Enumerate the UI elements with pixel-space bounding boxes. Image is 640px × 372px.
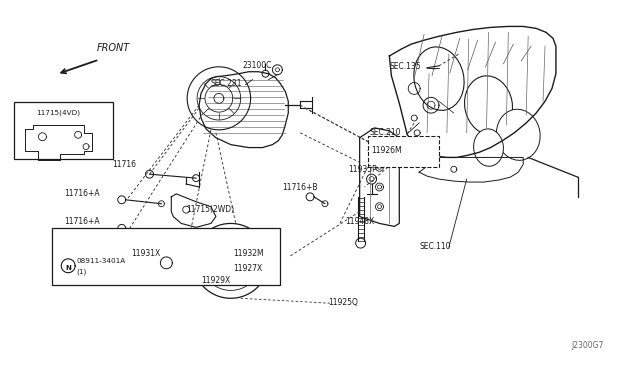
Text: 11935P: 11935P — [348, 165, 376, 174]
Text: 11715(2WD): 11715(2WD) — [186, 205, 234, 214]
Text: 11716: 11716 — [112, 160, 136, 169]
Text: 11948X: 11948X — [345, 217, 374, 227]
Text: 23100C: 23100C — [243, 61, 272, 70]
Text: SEC.110: SEC.110 — [419, 242, 451, 251]
Text: SEC.231: SEC.231 — [211, 78, 243, 87]
Bar — [367, 136, 439, 167]
Bar — [52, 228, 280, 285]
Text: N: N — [65, 265, 71, 271]
Ellipse shape — [414, 47, 464, 110]
Text: SEC.210: SEC.210 — [369, 128, 401, 137]
Text: 11932M: 11932M — [233, 249, 264, 258]
Bar — [14, 102, 113, 158]
Ellipse shape — [497, 109, 540, 160]
Text: (1): (1) — [76, 269, 86, 275]
Text: 11716+A: 11716+A — [64, 189, 100, 198]
Text: 11931X: 11931X — [132, 249, 161, 258]
Text: 11925Q: 11925Q — [328, 298, 358, 307]
Ellipse shape — [474, 129, 504, 166]
Text: FRONT: FRONT — [97, 44, 130, 53]
Text: 08911-3401A: 08911-3401A — [76, 258, 125, 264]
Text: SEC.135: SEC.135 — [389, 62, 421, 71]
Text: 11715(4VD): 11715(4VD) — [36, 109, 80, 116]
Text: 11716+B: 11716+B — [282, 183, 318, 192]
Ellipse shape — [465, 76, 513, 135]
Text: 11929X: 11929X — [201, 276, 230, 285]
Text: 11927X: 11927X — [233, 264, 262, 273]
Text: J2300G7: J2300G7 — [572, 340, 604, 350]
Text: 11926M: 11926M — [372, 145, 402, 154]
Text: 11716+A: 11716+A — [64, 217, 100, 227]
